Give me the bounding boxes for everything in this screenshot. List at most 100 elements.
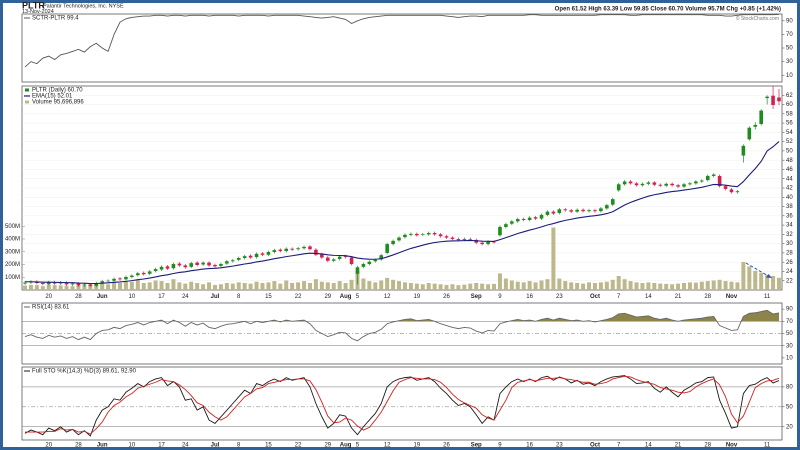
x-tick-label: Jul — [211, 443, 220, 449]
candle-body — [438, 234, 443, 237]
volume-bar — [296, 282, 301, 290]
volume-bar — [616, 275, 621, 290]
candle-body — [165, 266, 170, 269]
x-tick-label: 7 — [617, 294, 621, 300]
candle-body — [723, 186, 728, 189]
volume-bar — [373, 282, 378, 290]
volume-bar — [361, 278, 366, 290]
candle-body — [676, 185, 680, 187]
volume-bar — [640, 282, 645, 290]
volume-bar — [88, 284, 93, 290]
candle-body — [569, 210, 574, 212]
candle-body — [670, 183, 674, 186]
volume-tick-label: 300M — [5, 249, 20, 255]
x-tick-label: 17 — [158, 294, 165, 300]
x-tick-label: Oct — [590, 294, 600, 300]
quote: Open 61.52 High 63.39 Low 59.85 Close 60… — [555, 7, 781, 13]
volume-bar — [272, 281, 277, 290]
volume-bar — [587, 282, 592, 290]
volume-bar — [598, 282, 603, 290]
panel-title: Full STO %K(14,3) %D(3) 89.61, 92.90 — [32, 369, 137, 375]
y-tick-label: 56 — [786, 121, 793, 127]
volume-bar — [28, 284, 33, 290]
volume-bar — [307, 282, 312, 290]
volume-bar — [747, 266, 752, 290]
candle-body — [456, 239, 461, 240]
volume-bar — [135, 279, 140, 290]
volume-bar — [682, 282, 687, 290]
candle-body — [130, 275, 134, 278]
y-tick-label: 36 — [786, 213, 793, 219]
candle-body — [658, 184, 663, 186]
candle-body — [432, 232, 437, 235]
overlay: © StockCharts.com — [736, 15, 779, 278]
volume-bar — [319, 281, 324, 290]
x-tick-label: 10 — [129, 294, 136, 300]
volume-bar — [385, 277, 390, 290]
x-tick-label: 15 — [265, 294, 272, 300]
candle-body — [355, 267, 360, 274]
candle-body — [153, 269, 158, 271]
x-tick-label: 12 — [384, 443, 391, 449]
candle-body — [290, 248, 294, 250]
candle-body — [409, 233, 413, 235]
x-tick-label: 23 — [556, 294, 563, 300]
x-tick-label: 22 — [295, 443, 302, 449]
x-tick-label: 9 — [498, 294, 502, 300]
y-tick-label: 50 — [786, 331, 793, 337]
date: 13-Nov-2024 — [22, 9, 54, 15]
volume-bar — [622, 279, 627, 290]
candle-body — [610, 199, 615, 205]
y-tick-label: 50 — [786, 404, 793, 410]
x-tick-label: 19 — [413, 443, 420, 449]
candle-body — [177, 263, 182, 266]
volume-bar — [313, 279, 318, 290]
overbought-area — [155, 310, 779, 322]
candle-body — [183, 265, 188, 268]
candle-body — [462, 239, 467, 240]
volume-bar — [224, 282, 229, 290]
volume-bar — [278, 283, 283, 290]
volume-bar — [189, 281, 194, 290]
volume-bar — [557, 278, 562, 290]
volume-bar — [112, 282, 117, 290]
volume-bar — [604, 281, 609, 290]
candle-body — [41, 283, 45, 284]
candle-body — [492, 241, 496, 243]
y-tick-label: 54 — [786, 130, 793, 136]
volume-tick-label: 500M — [5, 224, 20, 230]
volume-bar — [480, 283, 485, 290]
x-tick-label: 8 — [237, 443, 241, 449]
volume-bar — [207, 282, 212, 290]
volume-bar — [82, 285, 87, 290]
volume-bar — [100, 283, 105, 290]
candle-body — [82, 284, 87, 286]
volume-bar — [497, 273, 502, 290]
candle-body — [118, 278, 122, 280]
candle-body — [771, 95, 775, 106]
candle-body — [717, 175, 722, 187]
volume-bar — [652, 282, 657, 290]
x-tick-label: 7 — [617, 443, 621, 449]
volume-bar — [539, 280, 544, 290]
candle-body — [599, 208, 603, 212]
x-tick-label: Aug — [340, 443, 352, 449]
candle-body — [159, 266, 164, 270]
candle-body — [575, 209, 579, 212]
volume-bar — [486, 284, 491, 290]
volume-bar — [759, 272, 764, 290]
x-tick-label: 20 — [45, 294, 52, 300]
y-tick-label: 28 — [786, 250, 793, 256]
volume-bar — [408, 282, 413, 290]
y-tick-label: 50 — [786, 46, 793, 52]
candle-body — [314, 249, 318, 255]
volume-bar — [551, 227, 556, 290]
x-tick-label: 20 — [45, 443, 52, 449]
x-tick-label: 12 — [384, 294, 391, 300]
volume-bar — [52, 285, 57, 290]
candle-body — [147, 271, 152, 274]
volume-bar — [159, 281, 164, 290]
candle-body — [682, 184, 686, 187]
candle-body — [248, 255, 253, 258]
